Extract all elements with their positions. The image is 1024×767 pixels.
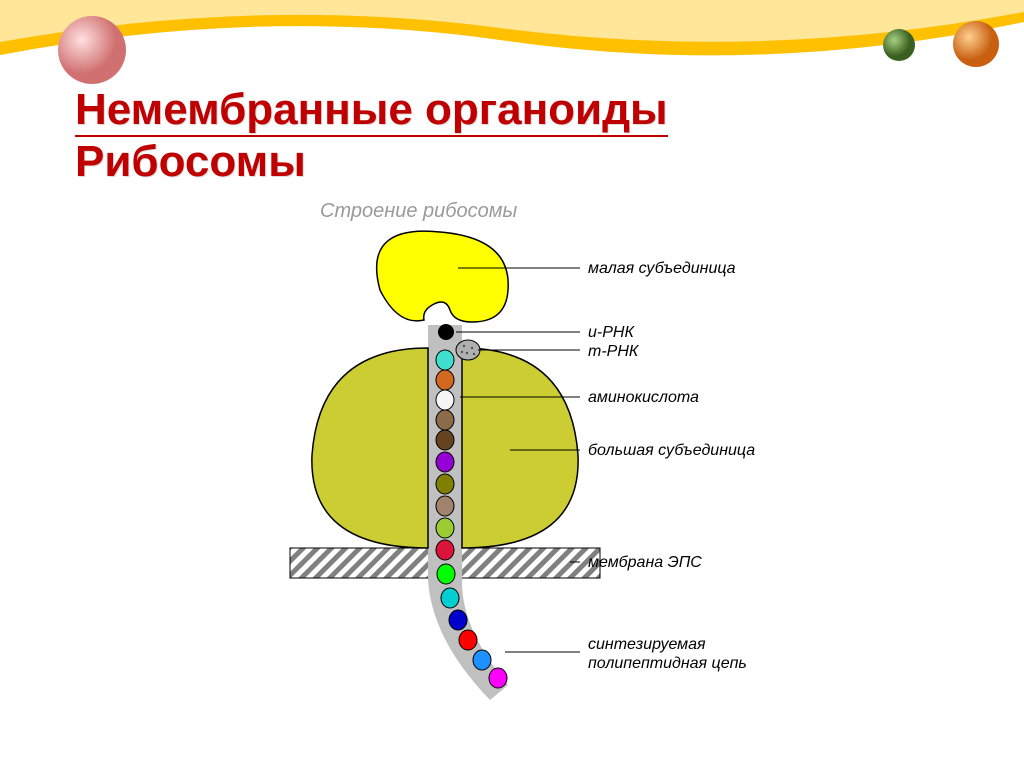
title-line2: Рибосомы	[75, 137, 668, 187]
bubble-orange	[952, 20, 1000, 68]
amino-acid	[436, 518, 454, 538]
amino-acid	[473, 650, 491, 670]
amino-acid	[436, 430, 454, 450]
amino-acid	[436, 540, 454, 560]
amino-acid	[436, 474, 454, 494]
amino-acid	[449, 610, 467, 630]
trna-blob	[456, 340, 480, 360]
title-line1: Немембранные органоиды	[75, 85, 668, 137]
amino-acid	[436, 452, 454, 472]
slide-title: Немембранные органоиды Рибосомы	[75, 85, 668, 187]
label-polypeptide-l2: полипептидная цепь	[588, 655, 747, 673]
amino-acid	[436, 496, 454, 516]
amino-acid	[436, 350, 454, 370]
amino-acid	[436, 390, 454, 410]
amino-acid	[436, 410, 454, 430]
mrna-dot	[438, 324, 454, 340]
label-trna: т-РНК	[588, 343, 638, 361]
label-polypeptide-l1: синтезируемая	[588, 636, 706, 654]
label-large-subunit: большая субъединица	[588, 442, 755, 460]
amino-acid	[489, 668, 507, 688]
amino-acid	[436, 370, 454, 390]
header-decoration	[0, 0, 1024, 90]
label-small-subunit: малая субъединица	[588, 260, 736, 278]
amino-acid	[437, 564, 455, 584]
label-eps-membrane: мембрана ЭПС	[588, 554, 702, 572]
label-amino-acid: аминокислота	[588, 389, 699, 407]
amino-acid	[441, 588, 459, 608]
bubble-green	[882, 28, 916, 62]
label-mrna: и-РНК	[588, 324, 634, 342]
ribosome-diagram: малая субъединица и-РНК т-РНК аминокисло…	[250, 230, 930, 750]
diagram-subtitle: Строение рибосомы	[320, 200, 517, 223]
amino-acid	[459, 630, 477, 650]
bubble-pink	[56, 14, 128, 86]
small-subunit	[377, 231, 509, 322]
